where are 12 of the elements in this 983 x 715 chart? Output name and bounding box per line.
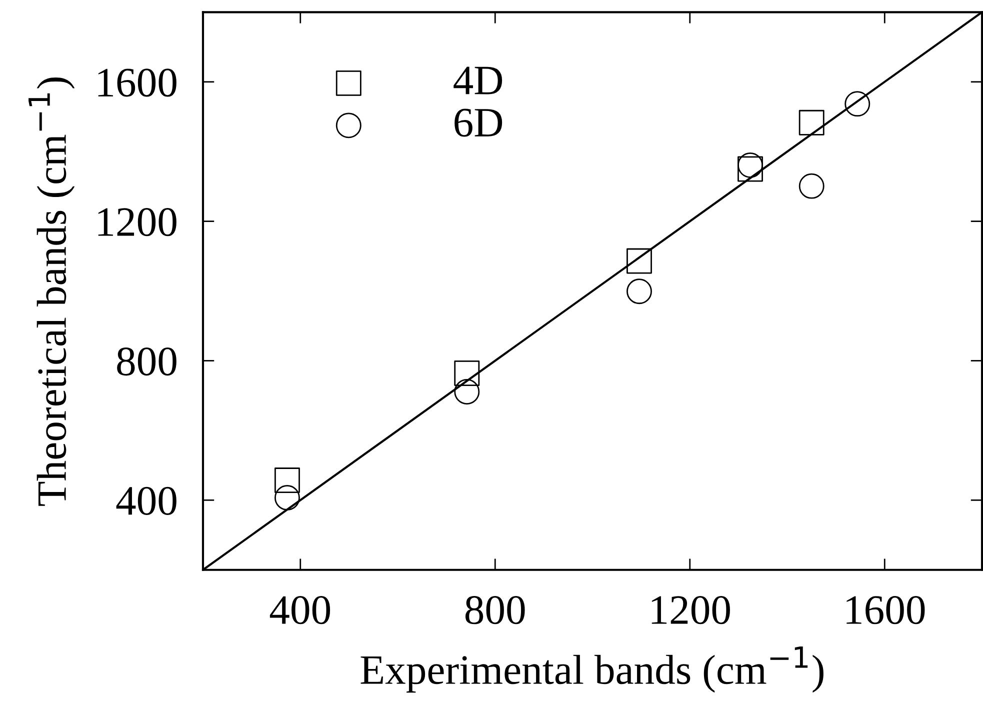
x-tick-label: 800 <box>465 596 525 624</box>
y-tick-label: 800 <box>117 347 176 376</box>
y-tick-label: 400 <box>116 486 176 516</box>
y-tick-label: 1600 <box>98 68 176 97</box>
x-tick-label: 400 <box>270 596 330 624</box>
x-tick-label: 1600 <box>846 596 925 624</box>
y-axis-title: Theoretical bands (cm$^{−1}$) <box>28 78 75 506</box>
legend-label: 6D <box>454 108 502 137</box>
x-tick-label: 1200 <box>652 596 730 624</box>
legend-label: 4D <box>454 66 502 94</box>
y-tick-label: 1200 <box>98 208 176 236</box>
x-axis-title: Experimental bands (cm$^{−1}$) <box>360 646 824 693</box>
